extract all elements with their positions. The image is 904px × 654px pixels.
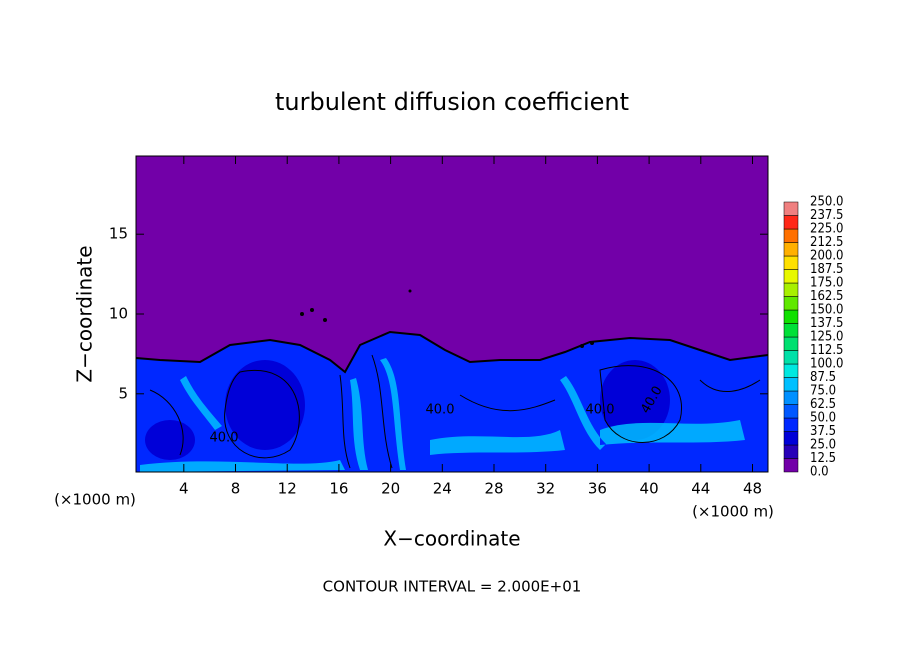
- x-tick-label: 32: [536, 480, 555, 498]
- colorbar-label: 175.0: [810, 276, 843, 291]
- contour-blob: [408, 289, 412, 293]
- colorbar-label: 137.5: [810, 316, 843, 331]
- contour-line: [149, 354, 761, 469]
- colorbar-label: 25.0: [810, 438, 836, 453]
- contour-blob: [300, 312, 304, 316]
- x-tick-label: 4: [179, 480, 189, 498]
- x-tick-label: 36: [588, 480, 607, 498]
- colorbar-label: 225.0: [810, 222, 843, 237]
- colorbar-label: 87.5: [810, 370, 836, 385]
- colorbar-label: 50.0: [810, 411, 836, 426]
- contour-blob: [590, 341, 594, 345]
- x-axis-title: X−coordinate: [383, 527, 520, 551]
- colorbar-swatch: [783, 404, 799, 419]
- footer-note: CONTOUR INTERVAL = 2.000E+01: [323, 578, 582, 596]
- contour-label: 40.0: [426, 403, 455, 418]
- colorbar-label: 150.0: [810, 303, 843, 318]
- x-tick-label: 20: [381, 480, 400, 498]
- colorbar-swatch: [783, 458, 799, 473]
- high-diffusion-streak: [140, 358, 745, 472]
- colorbar-swatch: [783, 323, 799, 338]
- colorbar-swatch: [783, 201, 799, 216]
- colorbar-swatch: [783, 309, 799, 324]
- eddy: [145, 420, 195, 460]
- colorbar-label: 12.5: [810, 451, 836, 466]
- y-tick-label: 5: [118, 384, 128, 402]
- colorbar-swatch: [783, 417, 799, 432]
- x-tick-label: 8: [231, 480, 241, 498]
- x-tick-label: 24: [433, 480, 452, 498]
- eddy: [600, 360, 670, 440]
- contour-blob: [323, 318, 327, 322]
- x-unit-label: (×1000 m): [692, 503, 774, 521]
- colorbar-label: 0.0: [810, 465, 829, 480]
- colorbar-label: 237.5: [810, 208, 843, 223]
- colorbar-swatch: [783, 228, 799, 243]
- colorbar-label: 162.5: [810, 289, 843, 304]
- colorbar-swatch: [783, 377, 799, 392]
- colorbar-label: 187.5: [810, 262, 843, 277]
- colorbar-label: 212.5: [810, 235, 843, 250]
- colorbar-swatch: [783, 350, 799, 365]
- contour-label: 40.0: [586, 403, 615, 418]
- colorbar-swatch: [783, 282, 799, 297]
- contour-line: [135, 330, 769, 374]
- y-axis-title: Z−coordinate: [73, 245, 97, 382]
- x-tick-label: 16: [329, 480, 348, 498]
- contour-label: 40.0: [210, 431, 239, 446]
- colorbar-swatch: [783, 215, 799, 230]
- eddy: [225, 360, 305, 450]
- x-tick-label: 40: [640, 480, 659, 498]
- x-tick-label: 28: [484, 480, 503, 498]
- chart-title: turbulent diffusion coefficient: [275, 88, 629, 116]
- colorbar-swatch: [783, 431, 799, 446]
- colorbar-swatch: [783, 242, 799, 257]
- colorbar-label: 250.0: [810, 195, 843, 210]
- colorbar-label: 100.0: [810, 357, 843, 372]
- colorbar-label: 75.0: [810, 384, 836, 399]
- x-unit-label: (×1000 m): [54, 491, 136, 509]
- colorbar-swatch: [783, 363, 799, 378]
- y-tick-label: 15: [109, 225, 128, 243]
- colorbar-swatch: [783, 336, 799, 351]
- colorbar-label: 125.0: [810, 330, 843, 345]
- colorbar-swatch: [783, 269, 799, 284]
- colorbar-label: 37.5: [810, 424, 836, 439]
- x-tick-label: 44: [691, 480, 710, 498]
- field: [135, 156, 769, 472]
- contour-blob: [580, 344, 584, 348]
- colorbar-swatch: [783, 296, 799, 311]
- colorbar-swatch: [783, 444, 799, 459]
- colorbar-label: 200.0: [810, 249, 843, 264]
- colorbar-label: 62.5: [810, 397, 836, 412]
- colorbar-swatch: [783, 255, 799, 270]
- y-tick-label: 10: [109, 305, 128, 323]
- colorbar-swatch: [783, 390, 799, 405]
- x-tick-label: 48: [743, 480, 762, 498]
- contour-blob: [310, 308, 314, 312]
- colorbar-label: 112.5: [810, 343, 843, 358]
- x-tick-label: 12: [278, 480, 297, 498]
